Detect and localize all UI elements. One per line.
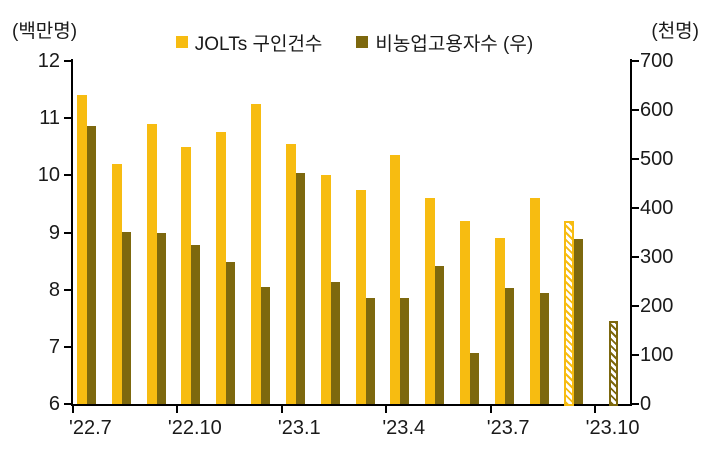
- x-tick-label: '23.10: [585, 417, 640, 439]
- x-tick-label: '23.4: [382, 417, 426, 439]
- right-axis-unit-label: (천명): [651, 21, 699, 42]
- right-y-tick: [631, 403, 639, 405]
- bar-nonfarm-23.7: [504, 288, 514, 404]
- legend-item-jolts: JOLTs 구인건수: [175, 29, 323, 56]
- right-y-axis-line: [630, 59, 632, 406]
- bar-jolts-22.9: [146, 123, 157, 404]
- bar-jolts-23.9: [564, 221, 575, 406]
- right-y-tick-label: 500: [640, 148, 674, 170]
- right-y-tick-label: 700: [640, 50, 674, 72]
- left-axis-unit-label: (백만명): [12, 21, 78, 42]
- x-tick-label: '23.7: [486, 417, 530, 439]
- bar-jolts-23.1: [285, 143, 296, 404]
- legend-item-nonfarm: 비농업고용자수 (우): [356, 29, 533, 56]
- left-y-tick-label: 6: [48, 393, 60, 415]
- bar-jolts-23.8: [529, 198, 540, 404]
- right-y-tick-label: 300: [640, 246, 674, 268]
- bar-nonfarm-23.1: [295, 172, 305, 404]
- legend-label-nonfarm: 비농업고용자수 (우): [375, 33, 534, 55]
- left-y-tick-label: 11: [39, 107, 60, 130]
- x-tick-label: '22.10: [167, 417, 222, 439]
- right-y-tick-label: 100: [640, 344, 674, 366]
- right-y-tick-label: 400: [640, 197, 674, 219]
- bar-jolts-22.7: [77, 95, 87, 404]
- bar-nonfarm-23.4: [400, 297, 410, 404]
- bar-nonfarm-22.11: [226, 261, 236, 404]
- left-y-tick: [64, 117, 72, 120]
- right-y-tick: [631, 207, 639, 209]
- bar-nonfarm-23.3: [365, 297, 375, 404]
- bar-nonfarm-23.8: [539, 292, 549, 404]
- right-y-tick: [631, 256, 639, 258]
- left-y-tick: [64, 345, 72, 348]
- bar-jolts-22.12: [251, 103, 262, 404]
- x-tick-label: '22.7: [69, 417, 112, 439]
- bar-jolts-22.11: [216, 132, 227, 404]
- x-tick: [385, 406, 388, 413]
- left-y-tick-label: 9: [48, 221, 60, 244]
- legend-swatch-nonfarm-icon: [356, 36, 369, 48]
- left-y-tick: [64, 231, 72, 234]
- legend-swatch-jolts-icon: [175, 36, 188, 48]
- right-y-tick: [631, 354, 639, 356]
- left-y-tick: [64, 60, 72, 62]
- left-y-axis-line: [71, 59, 73, 406]
- bar-jolts-23.5: [425, 198, 436, 404]
- bar-nonfarm-23.6: [469, 352, 479, 404]
- bar-nonfarm-22.9: [156, 232, 166, 404]
- right-y-tick-label: 600: [640, 99, 674, 121]
- bar-nonfarm-22.7: [87, 125, 96, 404]
- right-y-tick: [631, 158, 639, 160]
- bar-nonfarm-22.12: [261, 286, 271, 404]
- left-y-tick-label: 12: [37, 50, 60, 72]
- legend-label-jolts: JOLTs 구인건수: [194, 33, 323, 55]
- left-y-tick: [64, 288, 72, 291]
- bar-jolts-23.4: [390, 155, 401, 404]
- right-y-tick-label: 200: [640, 295, 674, 317]
- x-tick: [594, 406, 597, 413]
- left-y-tick-label: 8: [48, 278, 60, 301]
- x-tick: [72, 406, 74, 413]
- bar-nonfarm-23.2: [330, 282, 340, 404]
- left-y-tick-label: 7: [48, 335, 60, 358]
- bar-nonfarm-23.10: [609, 320, 619, 406]
- bar-nonfarm-23.9: [574, 239, 584, 404]
- x-tick: [176, 406, 179, 413]
- left-y-tick: [64, 174, 72, 177]
- bar-nonfarm-22.10: [191, 245, 201, 404]
- legend: JOLTs 구인건수 비농업고용자수 (우): [0, 29, 709, 56]
- bar-jolts-23.7: [494, 238, 505, 404]
- left-y-tick-label: 10: [37, 164, 60, 187]
- bar-jolts-23.3: [355, 189, 366, 404]
- bar-nonfarm-22.8: [121, 231, 131, 404]
- bar-jolts-23.6: [459, 221, 470, 404]
- x-tick-label: '23.1: [277, 417, 321, 439]
- x-axis-line: [71, 404, 632, 406]
- bar-jolts-22.8: [111, 163, 122, 404]
- right-y-tick: [631, 60, 639, 62]
- x-tick: [489, 406, 492, 413]
- left-y-tick: [64, 403, 72, 405]
- right-y-tick-label: 0: [640, 393, 652, 415]
- right-y-tick: [631, 305, 639, 307]
- x-tick: [280, 406, 283, 413]
- bar-nonfarm-23.5: [435, 266, 445, 404]
- bar-jolts-23.2: [320, 175, 331, 404]
- bar-jolts-22.10: [181, 146, 192, 404]
- right-y-tick: [631, 109, 639, 111]
